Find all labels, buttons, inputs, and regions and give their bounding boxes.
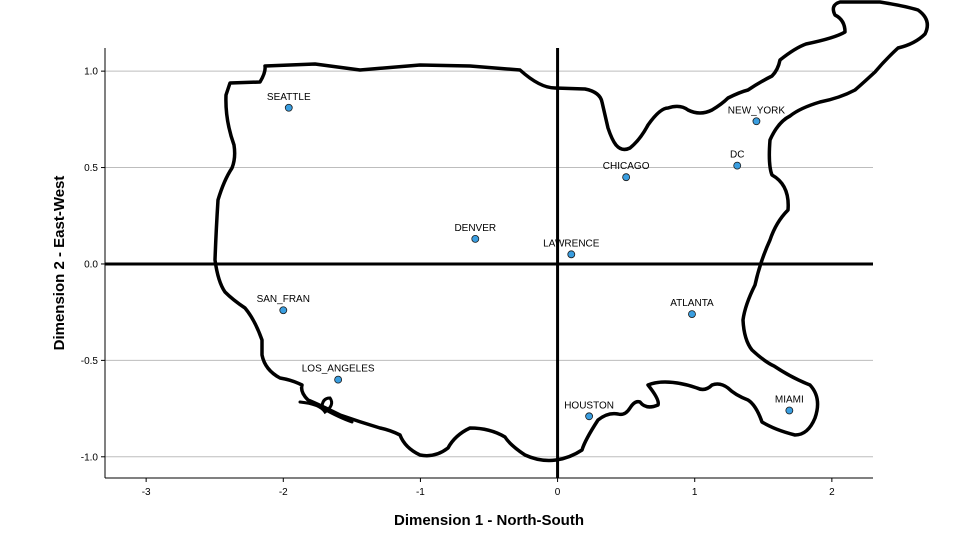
data-label: LAWRENCE	[543, 238, 600, 249]
data-label: ATLANTA	[670, 298, 714, 309]
x-tick-label: 0	[555, 487, 561, 498]
data-point	[284, 103, 293, 112]
x-axis-title: Dimension 1 - North-South	[394, 512, 584, 529]
data-label: MIAMI	[775, 395, 804, 406]
usa-outline-spur	[298, 396, 354, 424]
data-label: SAN_FRAN	[257, 294, 310, 305]
data-point	[585, 412, 594, 421]
y-axis-title: Dimension 2 - East-West	[51, 176, 68, 351]
y-tick-label: 0.5	[84, 163, 98, 174]
data-labels: SEATTLE NEW_YORK DC CHICAGO DENVER LAWRENCE SA…	[257, 92, 804, 412]
x-tick-label: 1	[692, 487, 698, 498]
data-point	[752, 117, 761, 126]
data-label: CHICAGO	[603, 161, 650, 172]
y-tick-label: -0.5	[81, 356, 99, 367]
data-label: DC	[730, 150, 744, 161]
data-point	[785, 406, 794, 415]
x-tick-label: -3	[142, 487, 151, 498]
data-point	[279, 306, 288, 315]
x-tick-label: -1	[416, 487, 425, 498]
y-tick-label: -1.0	[81, 452, 99, 463]
data-label: NEW_YORK	[728, 105, 786, 116]
data-point	[733, 161, 742, 170]
data-point	[567, 250, 576, 259]
usa-outline	[213, 0, 930, 463]
data-point	[622, 173, 631, 182]
data-points	[279, 103, 794, 421]
data-label: HOUSTON	[564, 400, 614, 411]
y-tick-label: 0.0	[84, 259, 98, 270]
data-label: DENVER	[454, 223, 496, 234]
axes: -1.0 -0.5 0.0 0.5 1.0 -3 -2 -1 0 1 2	[81, 48, 873, 498]
x-tick-label: 2	[829, 487, 835, 498]
y-tick-label: 1.0	[84, 67, 98, 78]
x-tick-label: -2	[279, 487, 288, 498]
data-label: SEATTLE	[267, 92, 311, 103]
data-point	[688, 310, 696, 318]
data-point	[334, 375, 343, 384]
data-label: LOS_ANGELES	[302, 364, 375, 375]
data-point	[471, 234, 480, 243]
